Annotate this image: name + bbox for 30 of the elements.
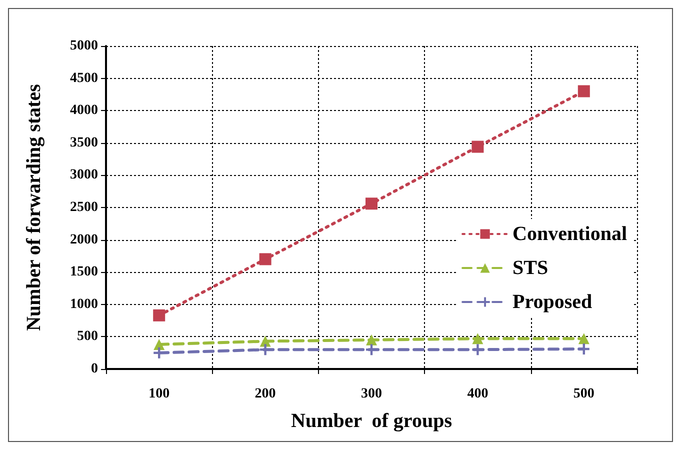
y-tick-label: 4000 [70, 103, 98, 118]
legend-label: Proposed [512, 291, 592, 313]
y-tick-label: 4500 [70, 70, 98, 86]
x-tick-label: 300 [361, 386, 382, 402]
y-tick-label: 3500 [70, 135, 98, 150]
y-tick-label: 5000 [70, 38, 98, 54]
y-tick-label: 0 [91, 362, 98, 376]
y-tick-label: 1500 [70, 264, 98, 280]
point [578, 85, 590, 98]
x-tick-label: 400 [467, 386, 488, 402]
x-tick-label: 200 [254, 386, 276, 402]
y-tick-label: 500 [77, 329, 98, 344]
point [472, 333, 484, 344]
legend-label: Conventional [512, 223, 628, 245]
y-tick-label: 2000 [70, 232, 98, 248]
y-tick-label: 3000 [70, 168, 98, 183]
point [366, 198, 378, 210]
point [153, 309, 166, 322]
point [472, 140, 484, 153]
y-tick-label: 2500 [70, 200, 98, 215]
legend-label: STS [512, 257, 548, 279]
x-tick-label: 500 [573, 386, 594, 402]
point [366, 334, 377, 346]
x-axis-title: Number of groups [291, 410, 452, 432]
y-tick-label: 1000 [70, 296, 98, 312]
y-axis-title: Number of forwarding states [23, 84, 45, 331]
point [578, 333, 590, 344]
point [154, 338, 165, 350]
point [259, 253, 272, 266]
x-tick-label: 100 [148, 386, 170, 402]
